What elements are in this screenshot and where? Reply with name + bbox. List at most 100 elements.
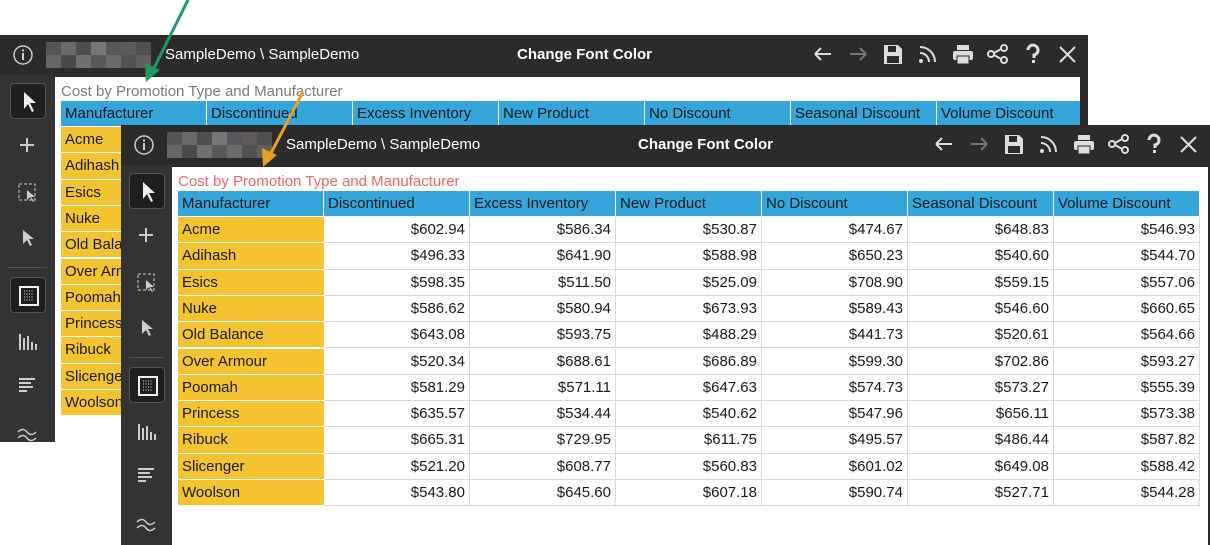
orange-arrow	[268, 91, 305, 156]
value-cell: $474.67	[762, 217, 908, 244]
help-button[interactable]	[1022, 43, 1044, 66]
bar-chart-tool-glyph	[137, 468, 154, 482]
row-label: Woolson	[178, 480, 324, 507]
value-cell: $587.82	[1054, 427, 1200, 454]
value-cell: $571.11	[470, 374, 616, 402]
value-cell: $702.86	[908, 348, 1054, 375]
select-tool-glyph	[142, 182, 155, 202]
subscribe-button[interactable]	[1038, 134, 1060, 156]
value-cell: $645.60	[470, 480, 616, 507]
column-header: Volume Discount	[1054, 191, 1200, 216]
value-cell: $589.43	[762, 295, 908, 323]
back-button[interactable]	[812, 44, 834, 66]
column-header: Seasonal Discount	[908, 191, 1054, 216]
column-chart-tool[interactable]	[129, 413, 165, 449]
forward-button[interactable]	[968, 134, 990, 156]
front-window: SampleDemo \ SampleDemo Change Font Color…	[121, 125, 1210, 545]
value-cell: $530.87	[616, 217, 762, 244]
value-cell: $546.93	[1054, 217, 1200, 244]
value-cell: $607.18	[616, 480, 762, 507]
select-tool[interactable]	[128, 173, 165, 209]
row-label: Esics	[178, 269, 324, 296]
value-cell: $586.34	[470, 217, 616, 244]
value-cell: $588.42	[1054, 453, 1200, 480]
drill-tool[interactable]	[129, 311, 165, 347]
line-chart-tool[interactable]	[10, 415, 46, 442]
add-tool[interactable]	[10, 129, 46, 165]
value-cell: $546.60	[908, 295, 1054, 323]
row-label: Princess	[178, 401, 324, 428]
value-cell: $635.57	[324, 401, 470, 428]
grid-tool[interactable]	[128, 367, 165, 403]
close-button[interactable]	[1178, 134, 1200, 156]
row-label: Nuke	[178, 295, 324, 323]
add-tool-glyph	[138, 228, 153, 242]
column-header: New Product	[616, 191, 762, 216]
forward-button[interactable]	[847, 44, 869, 66]
bar-chart-tool-glyph	[18, 378, 35, 392]
breadcrumb: SampleDemo \ SampleDemo	[165, 46, 360, 63]
column-header: No Discount	[762, 191, 908, 216]
print-button[interactable]	[952, 44, 974, 66]
column-chart-tool-glyph	[18, 334, 37, 350]
value-cell: $581.29	[324, 374, 470, 402]
value-cell: $665.31	[324, 427, 470, 454]
close-button[interactable]	[1057, 44, 1079, 66]
value-cell: $557.06	[1054, 269, 1200, 296]
column-header: Volume Discount	[937, 101, 1080, 126]
column-header: Manufacturer	[178, 191, 324, 216]
content-area: Cost by Promotion Type and Manufacturer M…	[172, 167, 1208, 545]
user-avatar	[167, 132, 272, 158]
value-cell: $555.39	[1054, 374, 1200, 402]
share-button[interactable]	[1108, 134, 1130, 156]
value-cell: $527.71	[908, 480, 1054, 507]
value-cell: $656.11	[908, 401, 1054, 428]
column-header: Manufacturer	[61, 101, 207, 126]
value-cell: $708.90	[762, 269, 908, 296]
value-cell: $574.73	[762, 374, 908, 402]
value-cell: $488.29	[616, 322, 762, 349]
bar-chart-tool[interactable]	[129, 459, 165, 495]
row-label: Slicenger	[178, 453, 324, 480]
region-tool-glyph	[137, 273, 154, 292]
table-title: Cost by Promotion Type and Manufacturer	[178, 173, 460, 190]
back-button[interactable]	[933, 134, 955, 156]
region-tool-glyph	[18, 183, 35, 202]
value-cell: $647.63	[616, 374, 762, 402]
value-cell: $573.27	[908, 374, 1054, 402]
grid-tool-glyph	[18, 286, 39, 306]
drill-tool-glyph	[141, 320, 153, 336]
save-button[interactable]	[882, 44, 904, 66]
add-tool[interactable]	[129, 219, 165, 255]
value-cell: $580.94	[470, 295, 616, 323]
value-cell: $598.35	[324, 269, 470, 296]
print-button[interactable]	[1073, 134, 1095, 156]
share-button[interactable]	[987, 44, 1009, 66]
line-chart-tool[interactable]	[129, 505, 165, 541]
value-cell: $543.80	[324, 480, 470, 507]
value-cell: $590.74	[762, 480, 908, 507]
column-header: New Product	[499, 101, 645, 126]
grid-tool[interactable]	[9, 277, 46, 313]
help-button[interactable]	[1143, 133, 1165, 156]
value-cell: $573.38	[1054, 401, 1200, 428]
toolbar-separator	[8, 267, 47, 268]
value-cell: $641.90	[470, 243, 616, 270]
region-tool[interactable]	[10, 175, 46, 211]
line-chart-tool-glyph	[135, 518, 156, 532]
save-button[interactable]	[1003, 134, 1025, 156]
column-chart-tool[interactable]	[10, 323, 46, 359]
select-tool[interactable]	[9, 83, 46, 119]
bar-chart-tool[interactable]	[10, 369, 46, 405]
window-title: Change Font Color	[517, 46, 652, 63]
region-tool[interactable]	[129, 265, 165, 301]
value-cell: $611.75	[616, 427, 762, 454]
subscribe-button[interactable]	[917, 44, 939, 66]
value-cell: $520.34	[324, 348, 470, 375]
column-header: Discontinued	[324, 191, 470, 216]
row-label: Acme	[178, 217, 324, 244]
drill-tool[interactable]	[10, 221, 46, 257]
value-cell: $544.70	[1054, 243, 1200, 270]
